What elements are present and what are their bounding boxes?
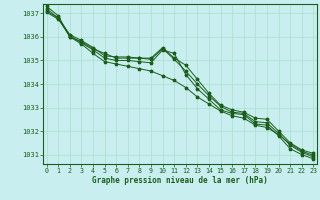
- X-axis label: Graphe pression niveau de la mer (hPa): Graphe pression niveau de la mer (hPa): [92, 176, 268, 185]
